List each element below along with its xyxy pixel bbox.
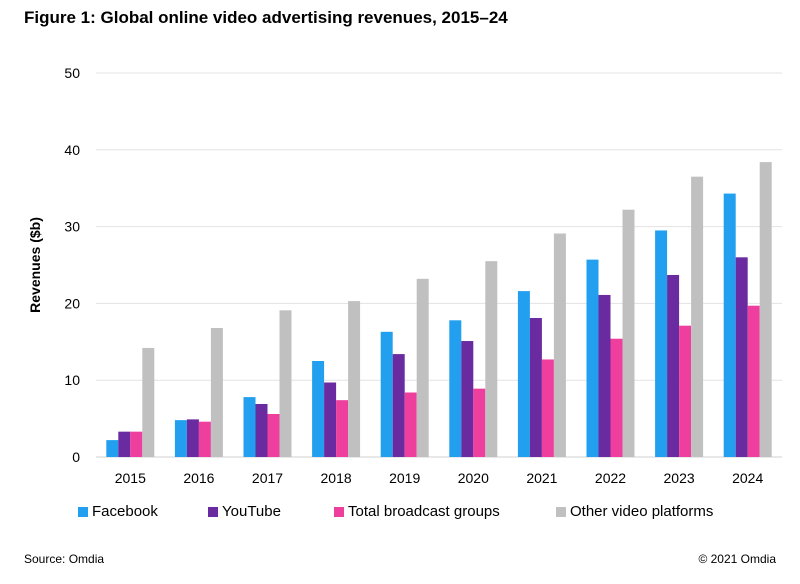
bar-youtube-2015 (118, 431, 131, 457)
bar-other-video-platforms-2017 (279, 310, 292, 457)
legend-swatch (334, 506, 344, 517)
bar-total-broadcast-groups-2021 (541, 359, 554, 457)
bar-other-video-platforms-2022 (622, 209, 635, 457)
bar-youtube-2021 (529, 317, 542, 457)
bar-other-video-platforms-2023 (691, 176, 704, 457)
bar-facebook-2019 (380, 331, 393, 457)
legend-swatch (556, 506, 566, 517)
legend-label: Total broadcast groups (348, 503, 500, 520)
source-note: Source: Omdia (24, 552, 105, 566)
bar-total-broadcast-groups-2016 (198, 421, 211, 457)
y-tick-label: 10 (64, 372, 80, 388)
y-tick-label: 20 (64, 295, 80, 311)
bar-youtube-2023 (667, 274, 680, 457)
bar-total-broadcast-groups-2019 (404, 392, 417, 457)
bar-facebook-2020 (449, 320, 462, 457)
legend-item-youtube: YouTube (208, 503, 281, 520)
x-tick-label: 2024 (732, 470, 763, 486)
bar-facebook-2015 (106, 440, 119, 457)
bar-youtube-2018 (324, 382, 337, 457)
legend-label: Facebook (92, 503, 158, 520)
bar-other-video-platforms-2021 (553, 233, 566, 457)
x-tick-label: 2019 (389, 470, 420, 486)
bar-facebook-2022 (586, 259, 599, 457)
x-tick-label: 2015 (115, 470, 146, 486)
bar-total-broadcast-groups-2018 (336, 400, 349, 457)
bar-other-video-platforms-2024 (759, 162, 772, 457)
x-tick-label: 2023 (664, 470, 695, 486)
bar-other-video-platforms-2016 (210, 327, 223, 457)
legend-swatch (78, 506, 88, 517)
bar-other-video-platforms-2020 (485, 261, 498, 457)
legend-item-facebook: Facebook (78, 503, 158, 520)
x-tick-label: 2022 (595, 470, 626, 486)
bar-facebook-2016 (174, 420, 187, 457)
bar-total-broadcast-groups-2024 (747, 305, 760, 457)
x-tick-label: 2016 (183, 470, 214, 486)
x-tick-label: 2021 (526, 470, 557, 486)
x-tick-label: 2017 (252, 470, 283, 486)
bar-other-video-platforms-2019 (416, 278, 429, 457)
legend-swatch (208, 506, 218, 517)
bar-facebook-2018 (312, 361, 325, 457)
chart-title: Figure 1: Global online video advertisin… (24, 8, 508, 27)
legend-item-broadcast: Total broadcast groups (334, 503, 500, 520)
y-tick-label: 50 (64, 65, 80, 81)
bar-youtube-2022 (598, 294, 611, 457)
bar-facebook-2021 (517, 291, 530, 457)
legend-label: YouTube (222, 503, 281, 520)
bar-total-broadcast-groups-2020 (473, 388, 486, 457)
bar-total-broadcast-groups-2017 (267, 413, 280, 457)
y-tick-label: 30 (64, 219, 80, 235)
bar-total-broadcast-groups-2015 (130, 431, 143, 457)
x-tick-label: 2018 (321, 470, 352, 486)
bar-facebook-2017 (243, 397, 256, 457)
legend-item-other: Other video platforms (556, 503, 713, 520)
copyright-note: © 2021 Omdia (698, 552, 776, 566)
bar-total-broadcast-groups-2022 (610, 338, 623, 457)
bar-youtube-2017 (255, 404, 268, 457)
bar-other-video-platforms-2018 (348, 301, 361, 457)
y-tick-label: 40 (64, 142, 80, 158)
bar-youtube-2016 (186, 419, 199, 457)
bar-facebook-2024 (723, 193, 736, 458)
bar-youtube-2020 (461, 341, 474, 457)
bar-youtube-2019 (392, 354, 405, 457)
y-tick-label: 0 (72, 449, 80, 465)
legend-label: Other video platforms (570, 503, 714, 520)
bar-other-video-platforms-2015 (142, 347, 155, 457)
bar-youtube-2024 (735, 257, 748, 457)
bar-facebook-2023 (655, 230, 668, 457)
bar-total-broadcast-groups-2023 (679, 325, 692, 457)
x-tick-label: 2020 (458, 470, 489, 486)
y-axis-label: Revenues ($b) (27, 217, 43, 313)
